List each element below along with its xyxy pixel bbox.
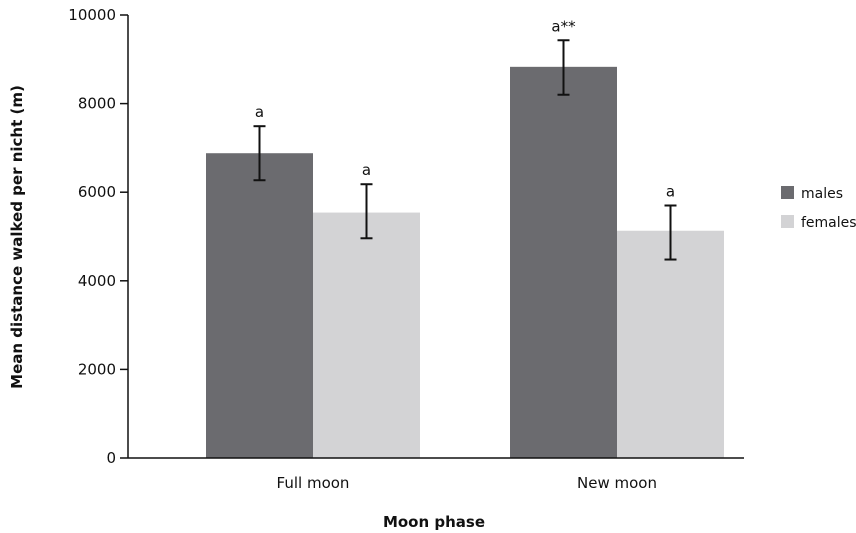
- bar-males-0: [206, 153, 313, 458]
- y-tick-label-6000: 6000: [78, 183, 116, 201]
- y-tick-label-4000: 4000: [78, 272, 116, 290]
- y-tick-label-8000: 8000: [78, 95, 116, 113]
- bar-males-1: [510, 66, 617, 459]
- bar-females-0: [313, 212, 420, 458]
- bars-layer: [206, 66, 724, 459]
- significance-labels-layer: a a a** a: [255, 17, 675, 200]
- significance-label-females-1: a: [666, 182, 675, 200]
- legend: males females: [781, 186, 856, 231]
- y-axis-title: Mean distance walked per nicht (m): [8, 85, 26, 389]
- error-bar-females-0: [360, 183, 373, 240]
- significance-label-males-1: a**: [551, 17, 576, 35]
- axes-layer: 0 2000 4000 6000 8000 10000 Full moon New moon: [68, 6, 744, 492]
- legend-label-males: males: [801, 186, 843, 202]
- legend-swatch-females: [781, 215, 794, 228]
- x-axis-title: Moon phase: [383, 513, 485, 531]
- x-tick-label-1: New moon: [577, 474, 657, 492]
- y-tick-label-10000: 10000: [68, 6, 116, 24]
- legend-label-females: females: [801, 215, 856, 231]
- error-bar-males-1: [557, 39, 570, 96]
- x-tick-label-0: Full moon: [277, 474, 350, 492]
- error-bar-males-0: [253, 125, 266, 182]
- y-tick-label-2000: 2000: [78, 360, 116, 378]
- y-tick-label-0: 0: [106, 449, 116, 467]
- error-bar-females-1: [664, 204, 677, 261]
- error-bars-layer: [253, 39, 677, 261]
- bar-females-1: [617, 230, 724, 458]
- legend-swatch-males: [781, 186, 794, 199]
- significance-label-males-0: a: [255, 103, 264, 121]
- significance-label-females-0: a: [362, 161, 371, 179]
